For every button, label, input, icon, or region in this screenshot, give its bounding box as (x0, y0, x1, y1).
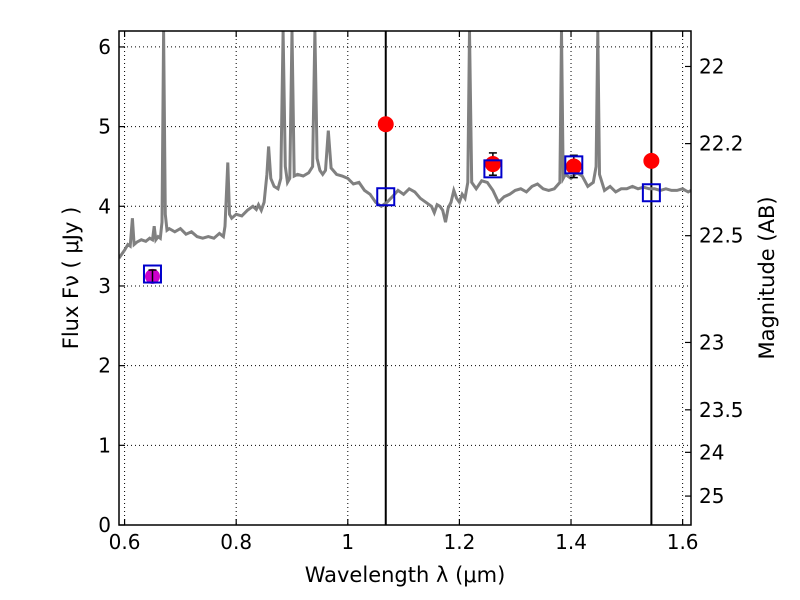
model-flux-square (483, 159, 503, 179)
y2-tick-label: 22.5 (699, 224, 744, 248)
model-flux-square (641, 183, 661, 203)
observed-flux-point (377, 116, 394, 133)
y-tick-label: 3 (98, 274, 111, 298)
grid-lines (119, 31, 691, 526)
x-tick-label: 1.2 (444, 530, 476, 554)
observed-flux-point (484, 156, 501, 173)
spectrum-line (119, 31, 691, 259)
x-tick-label: 1.4 (555, 530, 587, 554)
axis-ticks: 0.6 0.8 1 1.2 1.4 1.601234562222.222.52323.52… (98, 31, 744, 554)
y-tick-label: 1 (98, 433, 111, 457)
photometry-markers (142, 116, 661, 284)
model-flux-square (564, 155, 584, 175)
y-tick-label: 2 (98, 354, 111, 378)
observed-flux-point (565, 158, 582, 175)
observed-flux-point (643, 152, 660, 169)
y2-tick-label: 23.5 (699, 398, 744, 422)
plot-area (119, 31, 691, 525)
plot-frame (118, 30, 692, 526)
y2-axis-label: Magnitude (AB) (755, 196, 779, 359)
y2-tick-label: 25 (699, 484, 724, 508)
vertical-markers (384, 31, 653, 525)
y2-tick-label: 24 (699, 440, 724, 464)
y-tick-label: 0 (98, 513, 111, 537)
y2-tick-label: 23 (699, 330, 724, 354)
x-tick-label: 1.6 (667, 530, 699, 554)
y2-tick-label: 22 (699, 54, 724, 78)
y-tick-label: 6 (98, 35, 111, 59)
x-tick-label: 1 (341, 530, 354, 554)
x-tick-label: 0.6 (109, 530, 141, 554)
y2-tick-label: 22.2 (699, 132, 744, 156)
model-flux-square (142, 264, 162, 284)
y-tick-label: 5 (98, 115, 111, 139)
model-flux-square (376, 187, 396, 207)
x-tick-label: 0.8 (220, 530, 252, 554)
y-axis-label: Flux Fν ( μJy ) (59, 207, 83, 350)
x-axis-label: Wavelength λ (μm) (305, 563, 506, 587)
y-tick-label: 4 (98, 194, 111, 218)
